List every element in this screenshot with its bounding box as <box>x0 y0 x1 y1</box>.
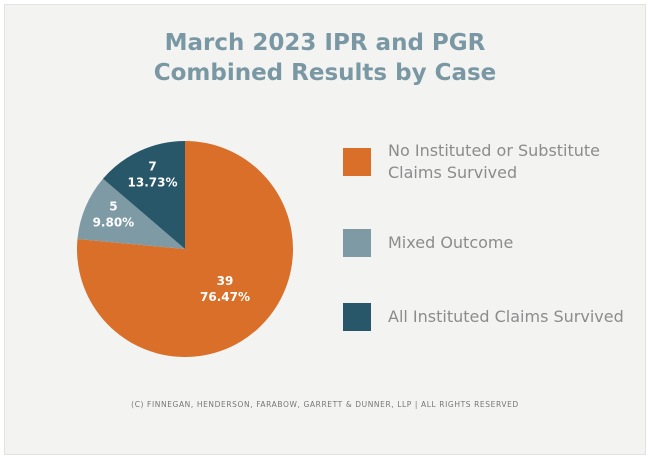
pie-slice <box>102 141 185 249</box>
legend-swatch <box>343 229 371 257</box>
legend-label: Mixed Outcome <box>388 233 514 252</box>
legend-swatch <box>343 148 371 176</box>
slice-count: 5 <box>109 200 117 214</box>
slice-percentage: 76.47% <box>200 290 250 304</box>
legend-item: Mixed Outcome <box>343 229 633 257</box>
slice-count: 7 <box>148 159 156 173</box>
slice-percentage: 13.73% <box>128 175 178 189</box>
legend-swatch <box>343 303 371 331</box>
pie-slice <box>77 178 185 249</box>
legend-label: No Instituted or Substitute Claims Survi… <box>388 141 601 182</box>
legend-item: No Instituted or Substitute Claims Survi… <box>343 140 633 184</box>
slice-count: 39 <box>217 274 234 288</box>
legend-item: All Instituted Claims Survived <box>343 303 633 331</box>
legend-label: All Instituted Claims Survived <box>388 307 624 326</box>
chart-title: March 2023 IPR and PGR Combined Results … <box>153 30 497 86</box>
slice-percentage: 9.80% <box>93 216 135 230</box>
footer: (C) FINNEGAN, HENDERSON, FARABOW, GARRET… <box>131 400 519 409</box>
